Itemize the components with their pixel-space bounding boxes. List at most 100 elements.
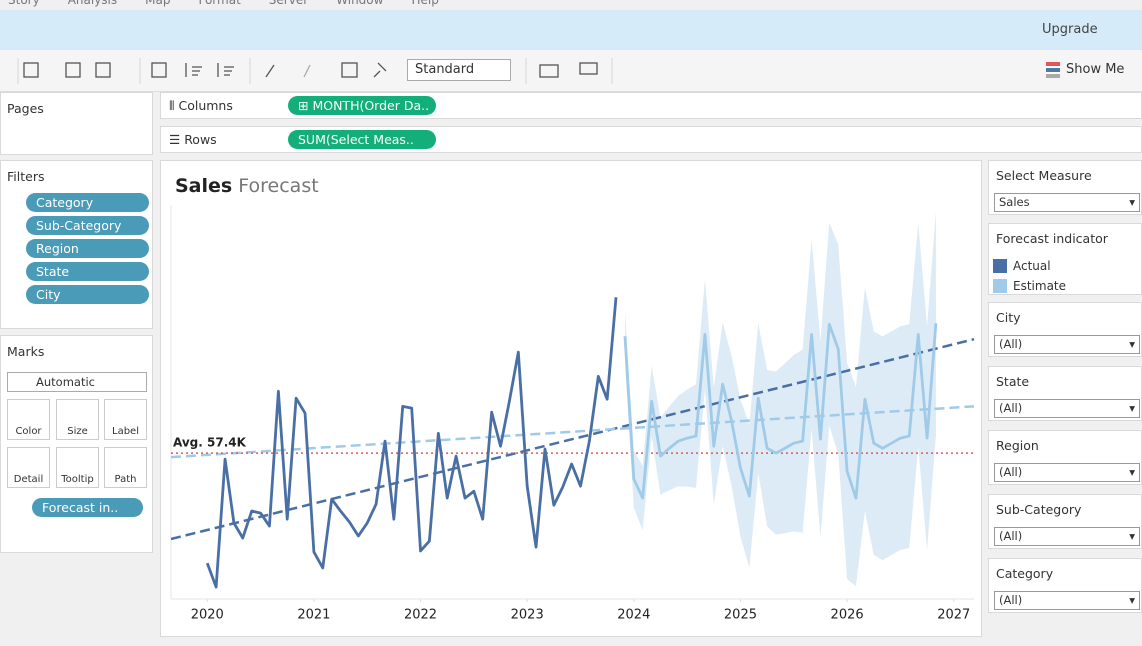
filter-card: Sub-Category (All) (988, 494, 1142, 549)
chart: Sales Forecast 2020 2021 2022 2023 2024 2025 2… (170, 175, 975, 623)
menu-item[interactable]: Analysis (67, 0, 118, 7)
marks-button[interactable]: Detail (7, 447, 50, 488)
dropdown[interactable]: (All) (994, 399, 1140, 418)
mark-type-dropdown[interactable]: Automatic (7, 372, 147, 392)
pill-text: MONTH(Order Da.. (312, 98, 430, 113)
icon[interactable] (217, 63, 234, 77)
parameter-card: Select Measure Sales (988, 160, 1142, 215)
filter-pill[interactable]: Region (26, 239, 149, 258)
filter-pill[interactable]: City (26, 285, 149, 304)
x-tick-label: 2022 (404, 608, 437, 623)
icon[interactable] (341, 62, 358, 78)
dropdown[interactable]: Sales (994, 193, 1140, 212)
shelf-label: ☰ Rows (169, 132, 217, 147)
mark-type: Automatic (36, 375, 95, 389)
filters-pane: Filters Category Sub-Category Region Sta… (0, 160, 153, 329)
fit-dropdown[interactable]: Standard (407, 59, 511, 81)
marks-button[interactable]: Size (56, 399, 99, 440)
filter-card: City (All) (988, 302, 1142, 357)
icon[interactable] (373, 62, 387, 78)
filter-card: State (All) (988, 366, 1142, 421)
filter-card: Region (All) (988, 430, 1142, 485)
x-tick-label: 2024 (617, 608, 650, 623)
icon[interactable] (265, 64, 275, 78)
icon[interactable] (151, 62, 167, 78)
filter-pill[interactable]: State (26, 262, 149, 281)
legend-card: Forecast indicator Actual Estimate (988, 223, 1142, 295)
toolbar-icons (17, 58, 613, 84)
pill-text: SUM(Select Meas.. (298, 132, 414, 147)
toolbar: Standard Show Me (0, 50, 1142, 92)
marks-color-pill[interactable]: Forecast in.. (32, 498, 143, 517)
x-tick-label: 2021 (297, 608, 330, 623)
trend-line (170, 338, 975, 541)
subtitle: Forecast (238, 175, 318, 197)
forecast-band (624, 211, 936, 587)
menu-item[interactable]: Help (411, 0, 439, 7)
show-me-button[interactable]: Show Me (1066, 62, 1125, 77)
menu-item[interactable]: Format (198, 0, 241, 7)
legend-label: Estimate (1013, 279, 1067, 293)
legend-swatch (993, 259, 1007, 273)
legend: Actual Estimate (993, 256, 1066, 296)
shelf-label: ⦀ Columns (169, 98, 233, 113)
menu-item[interactable]: Window (336, 0, 384, 7)
marks-button[interactable]: Color (7, 399, 50, 440)
fit-value: Standard (415, 62, 475, 77)
legend-item[interactable]: Actual (993, 256, 1066, 276)
icon[interactable] (185, 63, 202, 77)
icon[interactable] (95, 62, 111, 78)
card-title: Category (996, 566, 1054, 581)
pages-pane: Pages (0, 92, 153, 155)
card-title: Region (996, 438, 1039, 453)
x-tick-label: 2026 (831, 608, 864, 623)
shelf-label-text: Rows (184, 132, 217, 147)
menu-bar: Story Analysis Map Format Server Window Help (8, 0, 467, 7)
x-tick-label: 2027 (937, 608, 970, 623)
marks-button[interactable]: Label (104, 399, 147, 440)
menu-item[interactable]: Map (145, 0, 171, 7)
x-tick-label: 2025 (724, 608, 757, 623)
card-title: City (996, 310, 1021, 325)
filter-card: Category (All) (988, 558, 1142, 613)
dropdown[interactable]: (All) (994, 527, 1140, 546)
filter-pill[interactable]: Sub-Category (26, 216, 149, 235)
title: Sales (175, 175, 232, 197)
card-title: State (996, 374, 1030, 389)
filter-pill[interactable]: Category (26, 193, 149, 212)
x-tick-label: 2023 (511, 608, 544, 623)
pane-title: Filters (7, 169, 45, 184)
legend-swatch (993, 279, 1007, 293)
icon[interactable] (303, 64, 311, 78)
row-pill[interactable]: SUM(Select Meas.. (288, 130, 436, 149)
column-pill[interactable]: ⊞ MONTH(Order Da.. (288, 96, 436, 115)
worksheet: Sales Forecast 2020 2021 2022 2023 2024 2025 2… (160, 160, 982, 637)
banner: Upgrade (0, 10, 1142, 50)
card-title: Select Measure (996, 168, 1092, 183)
icon[interactable] (65, 62, 81, 78)
chart-title: Sales Forecast (175, 175, 319, 197)
marks-pane: Marks Automatic Color Size Label Detail … (0, 335, 153, 553)
columns-shelf: ⦀ Columns ⊞ MONTH(Order Da.. (160, 92, 1142, 119)
shelf-label-text: Columns (178, 98, 233, 113)
icon[interactable] (579, 62, 598, 75)
menu-item[interactable]: Story (8, 0, 40, 7)
pane-title: Marks (7, 344, 45, 359)
rows-shelf: ☰ Rows SUM(Select Meas.. (160, 126, 1142, 153)
reference-label: Avg. 57.4K (173, 436, 247, 450)
upgrade-link[interactable]: Upgrade (1042, 22, 1098, 37)
show-me-icon (1046, 62, 1060, 78)
card-title: Sub-Category (996, 502, 1082, 517)
legend-item[interactable]: Estimate (993, 276, 1066, 296)
icon[interactable] (539, 64, 559, 78)
card-title: Forecast indicator (996, 231, 1108, 246)
icon[interactable] (23, 62, 39, 78)
dropdown[interactable]: (All) (994, 335, 1140, 354)
menu-item[interactable]: Server (268, 0, 309, 7)
marks-button[interactable]: Path (104, 447, 147, 488)
series-line (623, 322, 938, 500)
dropdown[interactable]: (All) (994, 463, 1140, 482)
marks-button[interactable]: Tooltip (56, 447, 99, 488)
dropdown[interactable]: (All) (994, 591, 1140, 610)
